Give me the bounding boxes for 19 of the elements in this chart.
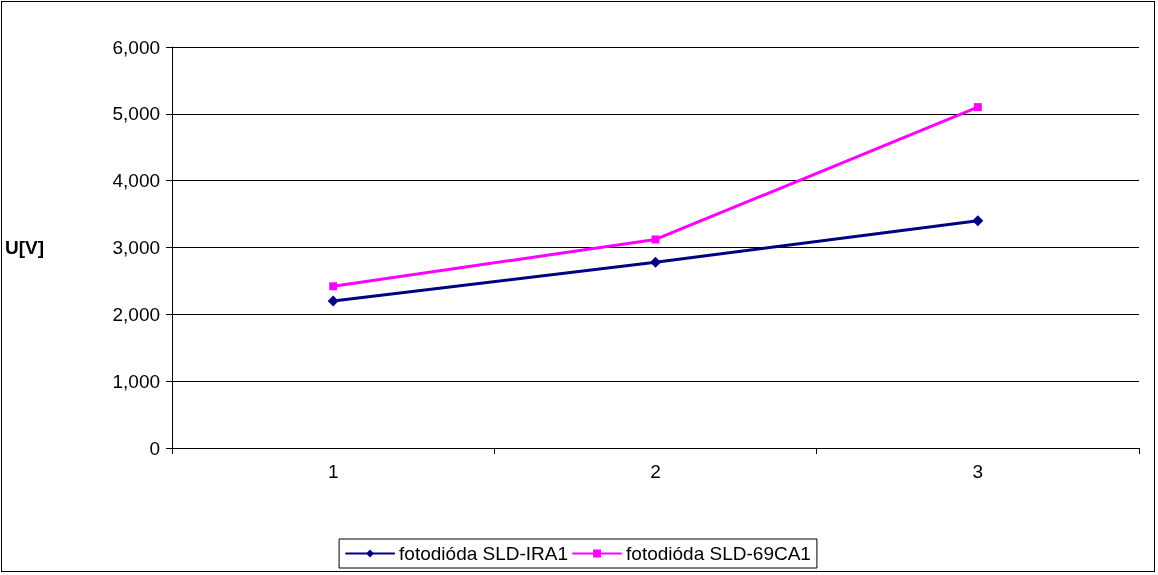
y-tick-label: 5,000: [112, 103, 161, 125]
y-tick-label: 0: [149, 437, 161, 459]
y-tick-label: 2,000: [112, 303, 161, 325]
y-tick-label: 4,000: [112, 170, 161, 192]
point: [650, 256, 662, 268]
y-tick-label: 6,000: [112, 36, 161, 58]
x-tick-label: 1: [327, 461, 339, 482]
x-tick-label: 2: [650, 461, 661, 482]
y-axis-title: U[V]: [4, 237, 45, 258]
point: [972, 215, 984, 227]
point: [973, 103, 982, 112]
y-tick-label: 1,000: [112, 370, 161, 392]
point: [329, 282, 338, 291]
legend-label: fotodióda SLD-IRA1: [399, 543, 569, 564]
point: [327, 295, 339, 307]
legend-label: fotodióda SLD-69CA1: [626, 543, 811, 564]
point: [651, 235, 660, 244]
y-tick-label: 3,000: [112, 237, 161, 258]
x-tick-label: 3: [972, 461, 984, 482]
